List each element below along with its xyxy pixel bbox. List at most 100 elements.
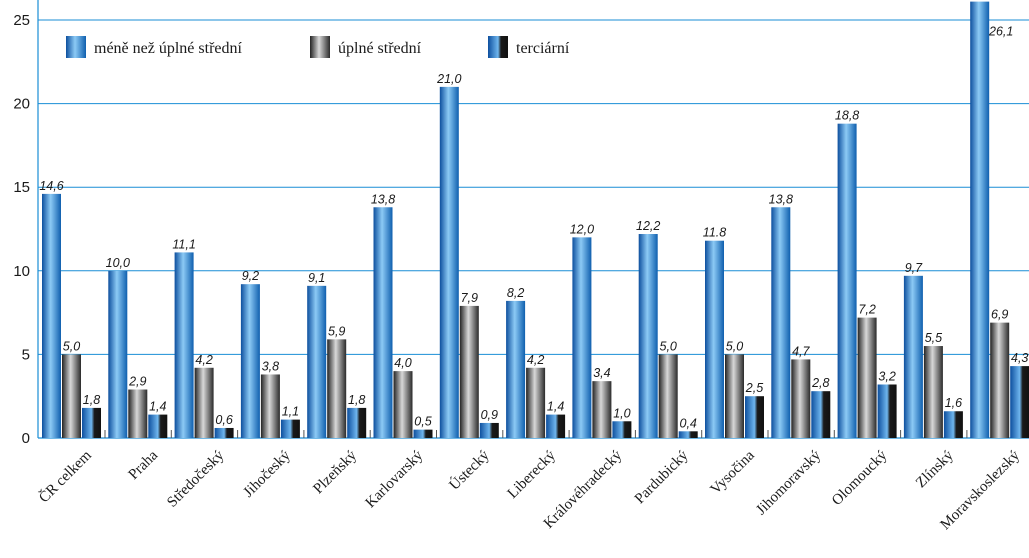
data-label: 3,8 [262, 359, 279, 373]
data-label: 4,2 [527, 353, 544, 367]
bar-less-than-secondary [705, 240, 724, 438]
category-label: Jihomoravský [753, 447, 824, 518]
data-label: 0,4 [680, 416, 697, 430]
bar-upper-secondary [857, 317, 877, 438]
data-label: 18,8 [835, 109, 859, 123]
y-tick-label: 25 [13, 12, 30, 29]
bar-upper-secondary [990, 322, 1010, 438]
data-label: 0,9 [481, 408, 498, 422]
legend-label: méně než úplné střední [94, 40, 243, 57]
data-label: 5,0 [726, 339, 743, 353]
bar-less-than-secondary [638, 234, 658, 438]
data-label: 5,5 [925, 331, 942, 345]
bar-tertiary [413, 429, 433, 438]
y-tick-label: 10 [13, 263, 30, 280]
data-label: 1,6 [945, 396, 962, 410]
data-label: 7,2 [858, 303, 875, 317]
data-label: 11.8 [703, 226, 726, 240]
data-label: 9,7 [905, 261, 923, 275]
data-label: 4,3 [1011, 351, 1028, 365]
legend-swatch [310, 36, 330, 58]
data-label: 5,0 [63, 339, 80, 353]
data-label: 1,0 [613, 406, 630, 420]
data-label: 5,9 [328, 324, 345, 338]
bar-tertiary [943, 411, 963, 438]
data-label: 13,8 [371, 192, 395, 206]
bar-upper-secondary [658, 354, 678, 438]
bar-upper-secondary [592, 381, 612, 438]
bar-tertiary [280, 419, 300, 438]
category-label: Středočeský [164, 447, 228, 511]
legend-label: úplné střední [338, 40, 422, 57]
category-label: Pardubický [632, 447, 692, 507]
bar-upper-secondary [791, 359, 811, 438]
data-label: 21,0 [436, 72, 461, 86]
bar-tertiary [347, 407, 367, 438]
legend-label: terciární [516, 40, 570, 57]
category-label: Plzeňský [310, 447, 360, 497]
bar-upper-secondary [128, 389, 148, 438]
legend: méně než úplné střední úplné střední terci… [66, 36, 570, 58]
data-labels: 14,65,01,810,02,91,411,14,20,69,23,81,19… [39, 25, 1028, 431]
category-label: Karlovarský [363, 447, 427, 511]
bar-tertiary [479, 422, 499, 438]
data-label: 1,8 [348, 393, 365, 407]
bar-less-than-secondary [307, 285, 327, 438]
y-tick-label: 20 [13, 96, 30, 113]
bar-tertiary [214, 427, 234, 438]
bar-less-than-secondary [373, 207, 393, 438]
data-label: 4,7 [792, 344, 810, 358]
bar-tertiary [148, 414, 168, 438]
data-label: 11,1 [172, 237, 195, 251]
bar-tertiary [745, 396, 764, 438]
data-label: 14,6 [39, 179, 63, 193]
bar-less-than-secondary [506, 300, 526, 438]
data-label: 1,8 [83, 393, 100, 407]
category-label: Praha [126, 447, 162, 483]
bar-less-than-secondary [42, 193, 61, 438]
bar-upper-secondary [194, 367, 214, 438]
data-label: 1,4 [149, 400, 166, 414]
legend-swatch [488, 36, 508, 58]
data-label: 10,0 [106, 256, 130, 270]
data-label: 1,4 [547, 400, 564, 414]
bar-upper-secondary [62, 354, 81, 438]
bar-less-than-secondary [970, 1, 990, 438]
data-label: 4,0 [394, 356, 411, 370]
bar-tertiary [82, 407, 101, 438]
category-label: Vysočina [708, 447, 758, 497]
bar-tertiary [811, 391, 831, 438]
bar-tertiary [612, 421, 632, 438]
bars [42, 1, 1029, 438]
data-label: 9,2 [242, 269, 259, 283]
bar-less-than-secondary [771, 207, 791, 438]
data-label: 1,1 [282, 405, 299, 419]
x-axis: ČR celkem Praha Středočeský Jihočeský Plzeňs… [35, 430, 1023, 533]
data-label: 6,9 [991, 308, 1008, 322]
bar-tertiary [1010, 366, 1029, 438]
category-label: Jihočeský [241, 447, 294, 500]
y-tick-label: 0 [22, 430, 30, 447]
bar-tertiary [546, 414, 566, 438]
bar-less-than-secondary [174, 252, 194, 438]
bar-upper-secondary [459, 305, 479, 438]
data-label: 13,8 [769, 192, 793, 206]
bar-upper-secondary [923, 346, 943, 438]
data-label: 0,6 [215, 413, 232, 427]
data-label: 12,0 [570, 222, 594, 236]
bar-upper-secondary [260, 374, 280, 438]
bar-tertiary [678, 431, 698, 438]
data-label: 26,1 [988, 25, 1013, 39]
legend-swatch [66, 36, 86, 58]
bar-less-than-secondary [903, 275, 923, 438]
data-label: 3,4 [593, 366, 610, 380]
category-label: Liberecký [505, 447, 560, 502]
data-label: 4,2 [195, 353, 212, 367]
bar-tertiary [877, 384, 897, 438]
data-label: 2,8 [811, 376, 829, 390]
category-label: Zlínský [913, 447, 957, 491]
data-label: 12,2 [636, 219, 660, 233]
data-label: 3,2 [878, 369, 895, 383]
data-label: 5,0 [660, 339, 677, 353]
